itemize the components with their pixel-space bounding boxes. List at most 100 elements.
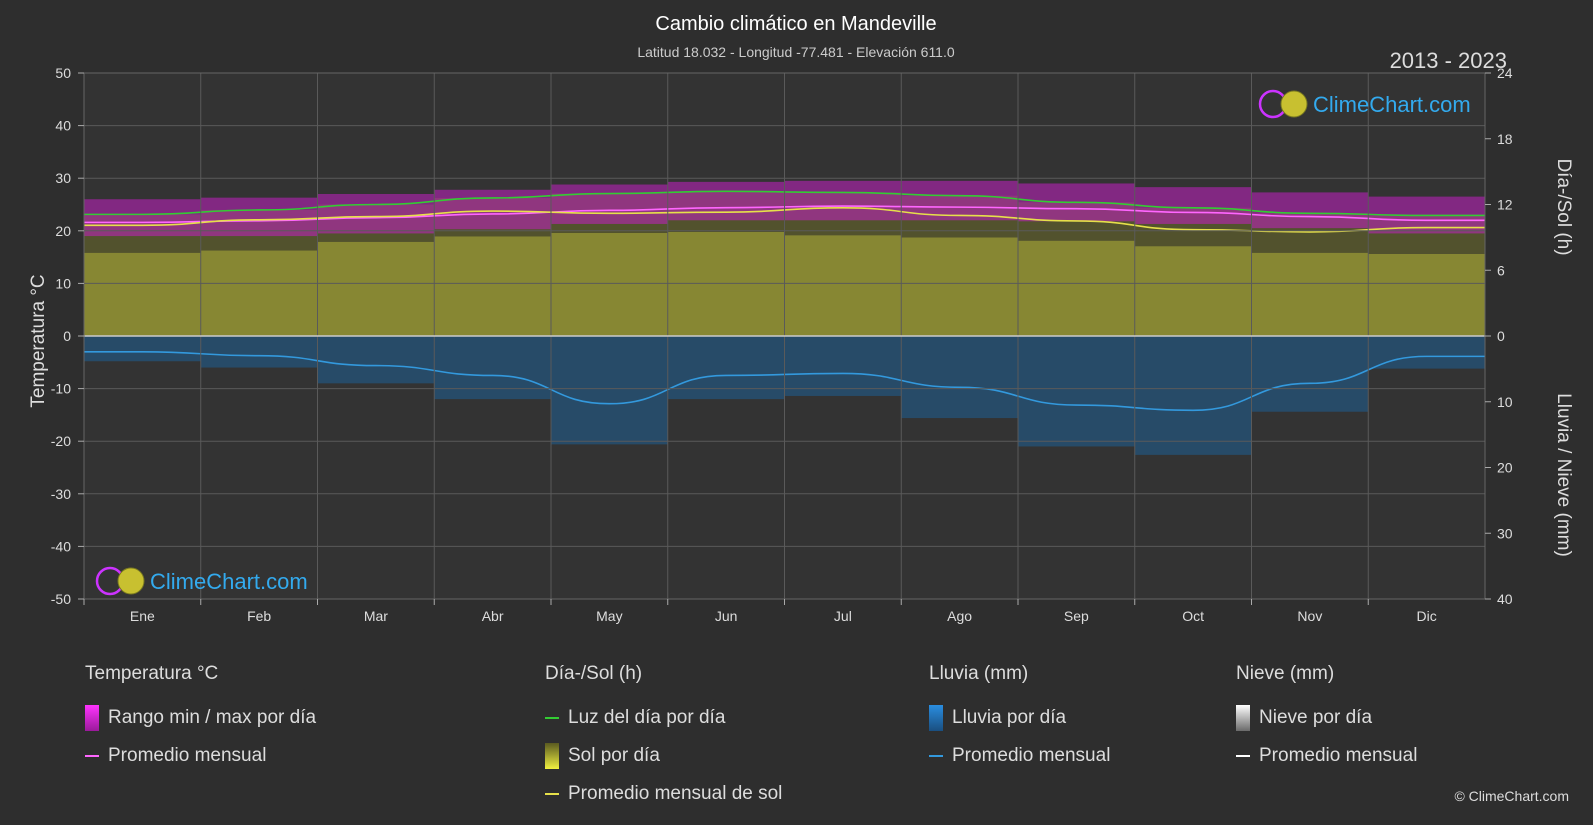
x-tick-Oct: Oct: [1182, 608, 1204, 624]
sun-bar-Ago: [901, 237, 1018, 336]
sun-bar-Dic: [1368, 253, 1485, 336]
y-right-top-tick-6: 6: [1497, 262, 1505, 278]
legend-item-daylight: Luz del día por día: [545, 699, 782, 737]
y-right-top-tick-12: 12: [1497, 197, 1513, 213]
y-left-tick-40: 40: [55, 118, 71, 134]
x-tick-Nov: Nov: [1297, 608, 1322, 624]
legend-swatch-snow-avg: [1236, 755, 1250, 757]
legend-title-temperature: Temperatura °C: [85, 663, 219, 684]
brand-logo-top: ClimeChart.com: [1258, 89, 1471, 119]
legend-title-snow: Nieve (mm): [1236, 663, 1335, 684]
y-left-tick--20: -20: [51, 433, 71, 449]
legend-swatch-temp-range: [85, 705, 99, 731]
rain-bar-Jun: [667, 336, 785, 400]
temp-range-bar-Abr: [434, 189, 551, 230]
legend-swatch-temp-avg: [85, 755, 99, 757]
legend-label-daylight: Luz del día por día: [568, 707, 726, 728]
temp-range-bar-Nov: [1251, 192, 1369, 229]
legend-title-sun: Día-/Sol (h): [545, 663, 643, 684]
legend-label-snow-avg: Promedio mensual: [1259, 745, 1418, 766]
legend-item-snow-day: Nieve por día: [1236, 699, 1417, 737]
sun-bar-May: [551, 232, 668, 336]
legend-label-temp-avg: Promedio mensual: [108, 745, 267, 766]
legend-rain: Lluvia (mm) Lluvia por día Promedio mens…: [929, 663, 1110, 775]
legend-temperature: Temperatura °C Rango min / max por día P…: [85, 663, 316, 775]
temp-range-bar-Oct: [1134, 187, 1252, 224]
y-left-tick-20: 20: [55, 223, 71, 239]
brand-name-top: ClimeChart.com: [1313, 92, 1471, 117]
chart-subtitle: Latitud 18.032 - Longitud -77.481 - Elev…: [637, 44, 955, 60]
axes: 50 40 30 20 10 0 -10 -20 -30 -40 -50 24 18 12 6 0 10 20 30…: [51, 65, 1513, 624]
rain-bar-Oct: [1134, 336, 1252, 455]
copyright: © ClimeChart.com: [1454, 788, 1569, 804]
legend-item-snow-avg: Promedio mensual: [1236, 737, 1417, 775]
sun-bar-Feb: [200, 250, 318, 336]
rain-bar-Ene: [84, 336, 201, 362]
legend-swatch-rain-avg: [929, 755, 943, 757]
rain-bar-Mar: [317, 336, 435, 384]
x-tick-Abr: Abr: [482, 608, 504, 624]
sun-bar-Nov: [1251, 252, 1369, 336]
rain-avg-line: [83, 350, 1485, 412]
temp-range-bar-May: [551, 184, 668, 224]
sun-bar-Mar: [317, 241, 435, 336]
y-axis-right-bottom-label: Lluvia / Nieve (mm): [1553, 393, 1574, 557]
brand-name-bottom: ClimeChart.com: [150, 569, 308, 594]
logo-sun-icon: [1280, 90, 1308, 118]
legend-label-snow-day: Nieve por día: [1259, 707, 1373, 728]
x-tick-May: May: [596, 608, 622, 624]
legend-label-sunshine: Sol por día: [568, 745, 660, 766]
temp-range-bar-Ene: [84, 199, 201, 237]
rain-bar-Dic: [1368, 336, 1485, 369]
legend-swatch-sunshine: [545, 743, 559, 769]
x-tick-Feb: Feb: [247, 608, 271, 624]
rain-bar-Abr: [434, 336, 551, 400]
legend-item-sun-avg: Promedio mensual de sol: [545, 775, 782, 813]
y-left-tick-30: 30: [55, 170, 71, 186]
brand-logo-bottom: ClimeChart.com: [95, 566, 308, 596]
rain-bar-Ago: [901, 336, 1018, 419]
legend-label-rain-avg: Promedio mensual: [952, 745, 1111, 766]
y-left-tick--40: -40: [51, 538, 71, 554]
x-tick-Jul: Jul: [834, 608, 852, 624]
temp-range-bar-Jun: [667, 181, 785, 221]
y-right-top-tick-18: 18: [1497, 131, 1513, 147]
rain-bar-May: [551, 336, 668, 445]
legend-item-rain-avg: Promedio mensual: [929, 737, 1110, 775]
legend-swatch-snow-day: [1236, 705, 1250, 731]
legend-item-temp-avg: Promedio mensual: [85, 737, 316, 775]
sun-bar-Jul: [784, 235, 902, 336]
y-left-tick-50: 50: [55, 65, 71, 81]
legend-item-sunshine: Sol por día: [545, 737, 782, 775]
y-right-top-tick-24: 24: [1497, 65, 1513, 81]
legend-swatch-rain-day: [929, 705, 943, 731]
x-tick-Ago: Ago: [947, 608, 972, 624]
y-right-bottom-tick-40: 40: [1497, 591, 1513, 607]
sun-avg-line: [84, 206, 1485, 233]
chart-title: Cambio climático en Mandeville: [655, 13, 936, 35]
legend-label-sun-avg: Promedio mensual de sol: [568, 783, 783, 804]
sun-bar-Jun: [667, 231, 785, 336]
x-tick-Dic: Dic: [1417, 608, 1437, 624]
legend-item-rain-day: Lluvia por día: [929, 699, 1110, 737]
y-left-tick--30: -30: [51, 486, 71, 502]
legend-label-temp-range: Rango min / max por día: [108, 707, 317, 728]
rain-bar-Jul: [784, 336, 902, 396]
y-left-tick--50: -50: [51, 591, 71, 607]
y-left-tick-0: 0: [63, 328, 71, 344]
legend-title-rain: Lluvia (mm): [929, 663, 1029, 684]
x-tick-Mar: Mar: [364, 608, 388, 624]
y-right-top-tick-0: 0: [1497, 328, 1505, 344]
rain-bar-Feb: [200, 336, 318, 368]
y-right-bottom-tick-30: 30: [1497, 525, 1513, 541]
rain-bar-Nov: [1251, 336, 1369, 412]
sun-bar-Abr: [434, 236, 551, 336]
temp-range-bar-Feb: [200, 197, 318, 237]
y-left-tick-10: 10: [55, 275, 71, 291]
x-tick-Jun: Jun: [715, 608, 738, 624]
period-label: 2013 - 2023: [1390, 48, 1507, 73]
x-tick-Sep: Sep: [1064, 608, 1089, 624]
y-axis-right-top-label: Día-/Sol (h): [1553, 158, 1574, 255]
temp-range-bar-Jul: [784, 180, 902, 221]
